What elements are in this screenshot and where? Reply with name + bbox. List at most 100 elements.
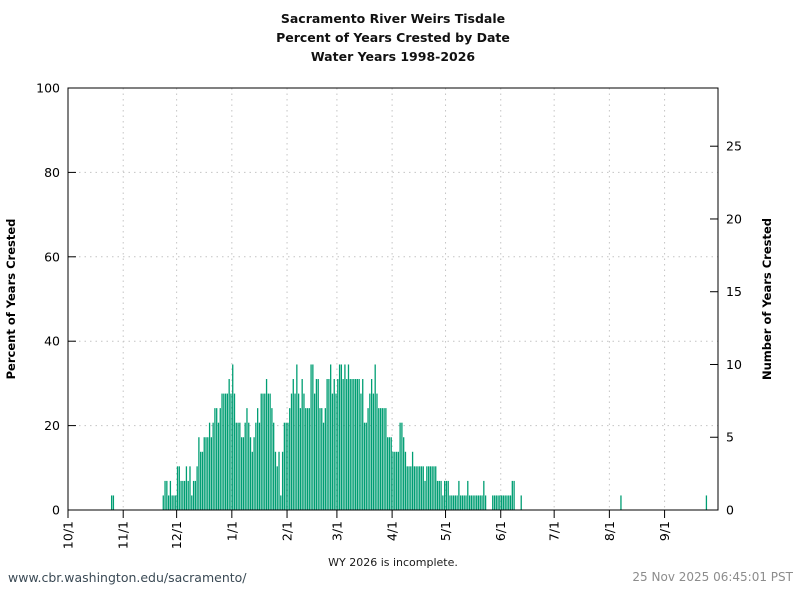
crest-bar bbox=[178, 466, 180, 510]
crest-bar bbox=[198, 437, 200, 510]
crest-bar bbox=[335, 393, 337, 510]
crest-bar bbox=[324, 408, 326, 510]
crest-bar bbox=[458, 480, 460, 510]
crest-bar bbox=[281, 451, 284, 510]
crest-bar bbox=[504, 495, 506, 510]
crest-bar bbox=[182, 480, 184, 510]
crest-bar bbox=[340, 364, 343, 510]
crest-bar bbox=[162, 495, 164, 510]
crest-bar bbox=[228, 379, 230, 510]
crest-bar bbox=[278, 451, 280, 510]
crest-bar bbox=[492, 495, 494, 510]
crest-bar bbox=[483, 480, 485, 510]
incomplete-water-year-note: WY 2026 is incomplete. bbox=[328, 556, 458, 569]
crest-bar bbox=[287, 422, 289, 510]
crest-bar bbox=[394, 451, 396, 510]
crest-bar bbox=[271, 408, 273, 510]
crest-bar bbox=[431, 466, 433, 510]
crest-bar bbox=[273, 422, 275, 510]
crest-bar bbox=[456, 495, 458, 510]
crest-bar bbox=[427, 466, 430, 510]
crest-bar bbox=[319, 408, 321, 510]
crest-bar bbox=[294, 393, 296, 510]
crest-bar bbox=[183, 480, 186, 510]
crest-bar bbox=[196, 466, 198, 510]
crest-bar bbox=[463, 495, 465, 510]
crest-bar bbox=[226, 393, 229, 510]
crest-bar bbox=[187, 480, 189, 510]
chart-title-line3: Water Years 1998-2026 bbox=[310, 49, 476, 64]
crest-bar bbox=[353, 379, 355, 510]
crest-bar bbox=[308, 408, 310, 510]
crest-bar bbox=[369, 393, 371, 510]
crest-bar bbox=[219, 408, 221, 510]
crest-bar bbox=[413, 466, 416, 510]
crest-bar bbox=[237, 422, 239, 510]
crest-bar bbox=[264, 393, 266, 510]
crest-bar bbox=[358, 379, 360, 510]
crest-bar bbox=[290, 393, 293, 510]
crest-bar bbox=[351, 379, 353, 510]
crest-bar bbox=[200, 451, 202, 510]
crest-bar bbox=[253, 437, 255, 510]
crest-bar bbox=[445, 480, 448, 510]
crest-bar bbox=[349, 379, 351, 510]
crest-bar bbox=[112, 495, 115, 510]
crest-bar bbox=[205, 437, 207, 510]
crest-bar bbox=[354, 379, 357, 510]
crest-bar bbox=[461, 495, 464, 510]
crest-bar bbox=[255, 422, 257, 510]
crest-bar bbox=[388, 437, 391, 510]
crest-bar bbox=[484, 495, 487, 510]
crest-bar bbox=[207, 437, 209, 510]
crest-bar bbox=[342, 379, 344, 510]
x-axis-tick-label: 11/1 bbox=[116, 521, 131, 549]
crest-bar bbox=[344, 364, 346, 510]
crest-bar bbox=[221, 393, 223, 510]
left-axis-tick-label: 20 bbox=[44, 418, 60, 433]
crest-bar bbox=[208, 422, 211, 510]
crest-bar bbox=[164, 480, 166, 510]
right-axis-tick-label: 20 bbox=[726, 211, 742, 226]
crest-bar bbox=[185, 466, 188, 510]
crest-bar bbox=[347, 364, 350, 510]
x-axis-tick-label: 2/1 bbox=[280, 521, 295, 541]
crest-bar bbox=[210, 437, 213, 510]
crest-bar bbox=[363, 422, 366, 510]
right-axis-tick-label: 5 bbox=[726, 430, 734, 445]
crest-bar bbox=[212, 422, 214, 510]
y-axis-right-title: Number of Years Crested bbox=[760, 218, 774, 380]
crest-bar bbox=[176, 466, 179, 510]
crest-bar bbox=[481, 495, 483, 510]
left-axis-tick-label: 60 bbox=[44, 249, 60, 264]
crest-bar bbox=[258, 422, 261, 510]
crest-bar bbox=[362, 379, 364, 510]
crest-bar bbox=[223, 393, 225, 510]
crest-bar bbox=[289, 408, 291, 510]
crest-bar bbox=[346, 379, 348, 510]
crest-bar bbox=[404, 451, 407, 510]
crest-bar bbox=[260, 393, 262, 510]
crest-bar bbox=[217, 422, 220, 510]
crest-bar bbox=[233, 393, 236, 510]
crest-bar bbox=[477, 495, 480, 510]
crest-bar bbox=[376, 393, 378, 510]
crest-bar bbox=[269, 393, 271, 510]
crest-bar bbox=[511, 480, 513, 510]
x-axis-tick-label: 9/1 bbox=[657, 521, 672, 541]
crest-bar bbox=[246, 408, 248, 510]
x-axis-tick-label: 7/1 bbox=[547, 521, 562, 541]
crest-bar bbox=[381, 408, 383, 510]
crest-bar bbox=[468, 495, 471, 510]
crest-bar bbox=[435, 466, 437, 510]
crest-bar bbox=[403, 437, 405, 510]
crest-bar bbox=[415, 466, 417, 510]
crest-bar bbox=[333, 379, 335, 510]
crest-bar bbox=[436, 480, 439, 510]
crest-bar bbox=[321, 408, 323, 510]
crest-bar bbox=[447, 480, 449, 510]
x-axis-tick-label: 6/1 bbox=[493, 521, 508, 541]
crest-bar bbox=[251, 451, 253, 510]
crest-bar bbox=[191, 495, 193, 510]
crest-bar bbox=[465, 495, 467, 510]
